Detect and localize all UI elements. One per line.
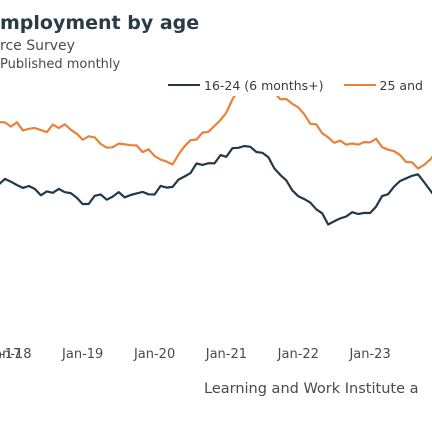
chart-subtitle: rce Survey xyxy=(0,38,75,54)
legend-label-adult: 25 and xyxy=(379,77,423,93)
source-credit: Learning and Work Institute a xyxy=(204,381,419,397)
legend-swatch-adult xyxy=(343,83,376,87)
x-tick-label: Jan-20 xyxy=(133,347,175,362)
x-tick-label: Jan-23 xyxy=(348,347,390,362)
x-tick-label: Jan-18 xyxy=(0,347,32,362)
x-tick-label: Jan-19 xyxy=(61,347,103,362)
legend: 16-24 (6 months+) 25 and xyxy=(168,77,432,93)
legend-label-youth: 16-24 (6 months+) xyxy=(204,77,324,93)
x-tick-label: Jan-21 xyxy=(205,347,247,362)
x-tick-label: Jan-22 xyxy=(277,347,319,362)
chart-note: Published monthly xyxy=(0,57,121,72)
legend-item-adult: 25 and xyxy=(343,77,423,93)
x-tick-label: -17 xyxy=(0,347,21,362)
series-line-0 xyxy=(0,144,432,226)
legend-swatch-youth xyxy=(168,83,200,87)
legend-item-youth: 16-24 (6 months+) xyxy=(168,78,324,93)
series-line-1 xyxy=(0,96,432,170)
line-chart: -17Jan-18Jan-19Jan-20Jan-21Jan-22Jan-23J… xyxy=(0,96,432,362)
chart-title: mployment by age xyxy=(0,12,200,34)
